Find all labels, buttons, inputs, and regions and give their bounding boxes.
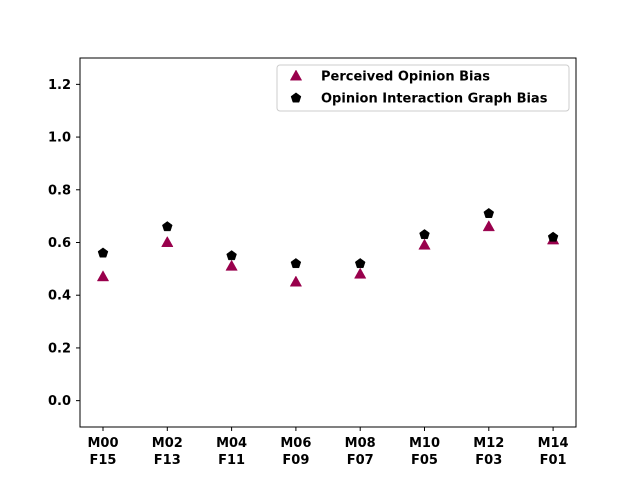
x-tick-label: M12	[473, 436, 504, 451]
y-axis-ticks: 0.0 0.2 0.4 0.6 0.8 1.0 1.2	[48, 78, 80, 409]
y-tick-label: 0.6	[48, 236, 71, 251]
x-tick-label: M14	[538, 436, 569, 451]
x-tick-label: F15	[90, 453, 117, 468]
y-tick-label: 1.0	[48, 131, 71, 146]
x-tick-label: F09	[282, 453, 309, 468]
x-tick-label: F01	[540, 453, 567, 468]
legend-label: Opinion Interaction Graph Bias	[321, 92, 548, 107]
legend-label: Perceived Opinion Bias	[321, 70, 490, 85]
y-tick-label: 0.0	[48, 394, 71, 409]
pentagon-point	[226, 250, 237, 261]
x-tick-label: M02	[152, 436, 183, 451]
triangle-point	[289, 275, 303, 287]
triangle-point	[161, 235, 174, 247]
x-tick-label: F05	[411, 453, 438, 468]
x-tick-label: M00	[87, 436, 118, 451]
y-tick-label: 0.2	[48, 341, 71, 356]
legend-pentagon-marker	[290, 92, 302, 103]
x-axis-ticks: M00 F15 M02 F13 M04 F11 M06 F09 M08 F07 M10 F05 M12 F…	[87, 427, 569, 468]
triangle-point	[482, 220, 495, 232]
x-tick-label: M10	[409, 436, 440, 451]
x-tick-label: M08	[345, 436, 376, 451]
triangle-point	[418, 238, 431, 250]
triangle-point	[354, 267, 367, 279]
series-1	[97, 207, 559, 269]
pentagon-point	[162, 221, 173, 232]
pentagon-point	[547, 231, 559, 242]
legend: Perceived Opinion Bias Opinion Interactio…	[276, 64, 570, 112]
triangle-point	[96, 270, 110, 282]
triangle-point	[225, 259, 238, 271]
x-tick-label: F11	[218, 453, 245, 468]
legend-triangle-marker	[289, 69, 303, 81]
y-tick-label: 0.4	[48, 289, 71, 304]
x-tick-label: M04	[216, 436, 247, 451]
pentagon-point	[483, 207, 495, 218]
chart-marks	[96, 207, 560, 287]
x-tick-label: F13	[154, 453, 181, 468]
y-tick-label: 0.8	[48, 183, 71, 198]
y-tick-label: 1.2	[48, 78, 71, 93]
x-tick-label: F07	[347, 453, 374, 468]
x-tick-label: M06	[280, 436, 311, 451]
pentagon-point	[419, 229, 430, 240]
pentagon-point	[354, 258, 366, 269]
x-tick-label: F03	[475, 453, 502, 468]
plot-frame	[79, 57, 577, 428]
legend-box	[276, 64, 570, 112]
pentagon-point	[97, 247, 109, 258]
pentagon-point	[290, 258, 302, 269]
